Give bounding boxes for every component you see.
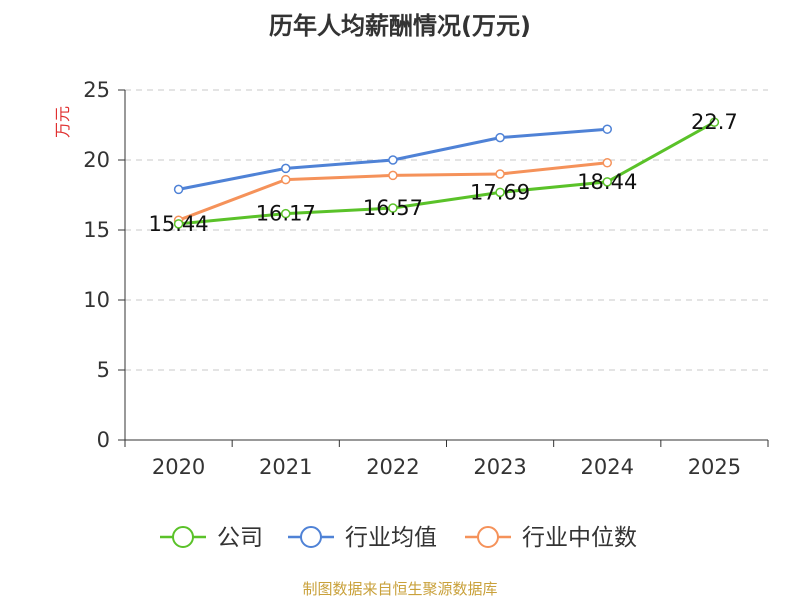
data-label: 16.57 [363, 196, 423, 220]
data-point [495, 187, 505, 198]
data-point [495, 169, 505, 179]
x-tick-label: 2022 [366, 455, 419, 479]
data-point [709, 117, 720, 127]
data-point [173, 219, 184, 229]
data-point [388, 203, 398, 213]
data-label: 15.44 [149, 212, 209, 236]
legend-label: 行业均值 [345, 525, 437, 551]
y-tick-label: 5 [97, 358, 110, 382]
data-point [388, 155, 398, 165]
y-tick-label: 0 [97, 428, 110, 452]
x-tick-label: 2020 [152, 455, 205, 479]
data-point [602, 158, 612, 168]
chart-title: 历年人均薪酬情况(万元) [269, 12, 531, 40]
legend-marker [477, 526, 499, 548]
x-tick-label: 2023 [473, 455, 526, 479]
data-point [602, 177, 612, 187]
data-label: 16.17 [256, 202, 316, 226]
series-line-0 [178, 120, 716, 226]
data-label: 22.7 [691, 110, 738, 134]
data-point [495, 132, 505, 143]
y-tick-label: 10 [83, 288, 110, 312]
y-tick-label: 20 [83, 148, 110, 172]
data-point [281, 208, 291, 219]
x-tick-label: 2024 [581, 455, 634, 479]
data-point [281, 174, 291, 185]
x-tick-label: 2025 [688, 455, 741, 479]
legend-label: 公司 [217, 525, 263, 551]
x-tick-label: 2021 [259, 455, 312, 479]
y-axis-label: 万元 [53, 106, 72, 138]
data-point [388, 170, 398, 181]
data-label: 17.69 [470, 180, 530, 204]
data-point [602, 124, 612, 134]
data-point [281, 163, 291, 174]
y-tick-label: 15 [83, 218, 110, 242]
data-label: 18.44 [577, 170, 637, 194]
y-tick-label: 25 [83, 78, 110, 102]
source-note: 制图数据来自恒生聚源数据库 [302, 580, 498, 598]
data-point [173, 184, 184, 195]
legend-marker [300, 526, 322, 548]
legend-label: 行业中位数 [522, 525, 637, 551]
legend-marker [172, 526, 194, 548]
